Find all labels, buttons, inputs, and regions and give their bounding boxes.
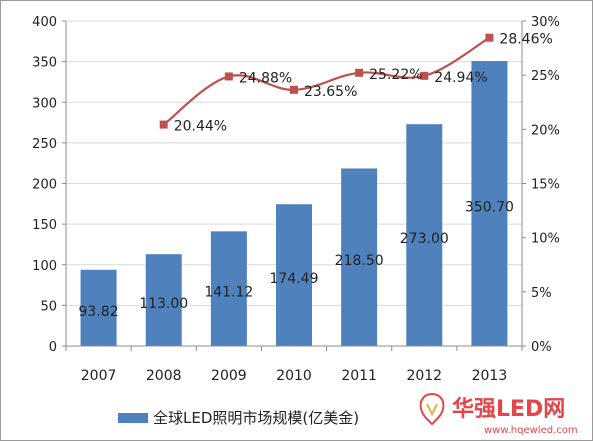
bar (145, 254, 182, 346)
line-point (290, 85, 298, 94)
line-point (420, 71, 429, 80)
legend-label: 全球LED照明市场规模(亿美金) (153, 409, 359, 427)
x-tick-label: 2010 (276, 368, 312, 384)
left-tick-label: 350 (32, 56, 57, 71)
right-tick-label: 25% (531, 69, 560, 84)
line-point (355, 68, 364, 77)
right-tick-label: 10% (531, 232, 560, 247)
right-tick-label: 15% (531, 178, 560, 193)
x-tick-label: 2013 (472, 368, 508, 384)
gridlines (66, 20, 522, 306)
watermark-url: www.hqewled.com (484, 425, 578, 436)
right-tick-label: 5% (531, 286, 552, 301)
line-series (159, 33, 494, 129)
line-data-labels: 20.44% 24.88% 23.65% 25.22% 24.94% 28.46% (174, 32, 553, 135)
left-tick-label: 50 (40, 299, 57, 314)
line-point (159, 120, 168, 129)
bar-data-label: 174.49 (270, 271, 319, 287)
bar (210, 231, 247, 346)
line-data-label: 24.94% (434, 70, 487, 86)
x-tick-label: 2011 (341, 368, 377, 384)
right-axis-ticks: 0% 5% 10% 15% 20% 25% 30% (531, 15, 560, 355)
line-point (224, 72, 233, 81)
bar-data-label: 273.00 (400, 231, 449, 247)
left-tick-label: 300 (32, 96, 57, 111)
bar-series (80, 61, 508, 347)
legend: 全球LED照明市场规模(亿美金) (118, 409, 359, 427)
growth-line (163, 36, 490, 126)
bar-data-label: 113.00 (139, 296, 188, 312)
bar-data-labels: 93.82 113.00 141.12 174.49 218.50 273.00 350.7… (79, 200, 514, 320)
bar (406, 124, 443, 346)
left-tick-label: 150 (32, 218, 57, 233)
left-tick-label: 100 (32, 259, 57, 274)
left-tick-label: 200 (32, 178, 57, 193)
left-tick-label: 400 (32, 15, 57, 30)
watermark: 华强LED网 www.hqewled.com (419, 392, 578, 436)
left-tick-label: 0 (49, 340, 57, 355)
line-data-label: 20.44% (174, 119, 227, 135)
x-axis-ticks: 2007 2008 2009 2010 2011 2012 2013 (81, 368, 507, 384)
bar (471, 61, 508, 347)
line-data-label: 23.65% (304, 84, 357, 100)
x-tick-label: 2012 (406, 368, 442, 384)
legend-swatch (118, 413, 148, 423)
x-tick-label: 2008 (146, 368, 182, 384)
x-tick-label: 2009 (211, 368, 247, 384)
watermark-logo-icon (419, 392, 445, 426)
line-data-label: 28.46% (499, 32, 552, 48)
bar-data-label: 93.82 (79, 304, 119, 320)
bar-data-label: 141.12 (204, 285, 253, 301)
line-data-label: 25.22% (369, 67, 422, 83)
right-tick-label: 20% (531, 123, 560, 138)
right-tick-label: 0% (531, 340, 552, 355)
axes (62, 20, 526, 351)
right-tick-label: 30% (531, 15, 560, 30)
bar (341, 168, 378, 346)
line-point (485, 33, 494, 42)
left-tick-label: 250 (32, 137, 57, 152)
watermark-brand: 华强LED网 (452, 396, 565, 422)
left-axis-ticks: 0 50 100 150 200 250 300 350 400 (32, 15, 57, 355)
bar (80, 269, 117, 346)
bar (276, 204, 312, 346)
line-data-label: 24.88% (239, 70, 292, 86)
bar-data-label: 218.50 (335, 253, 384, 269)
bar-data-label: 350.70 (465, 200, 514, 216)
x-tick-label: 2007 (81, 368, 117, 384)
